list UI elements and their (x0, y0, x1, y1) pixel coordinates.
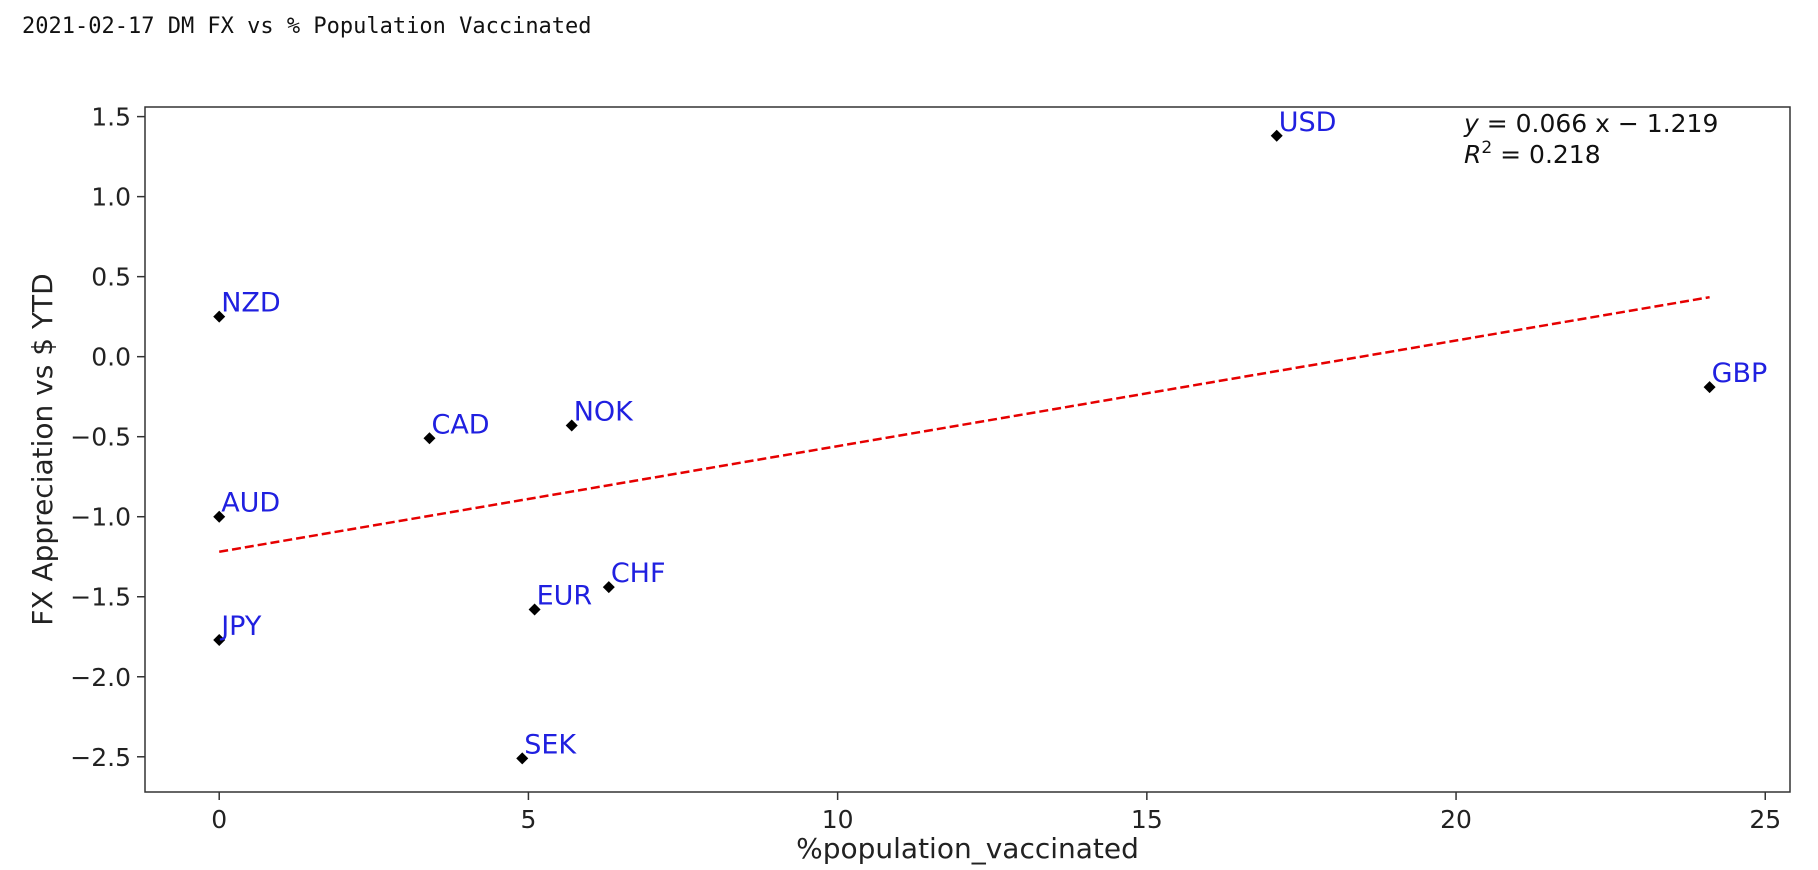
r-squared-rhs: = 0.218 (1492, 140, 1600, 169)
data-point-aud (213, 510, 226, 523)
y-tick-label: 0.5 (91, 263, 131, 292)
fit-equation-rhs: = 0.066 x − 1.219 (1479, 109, 1719, 138)
y-axis-title: FX Appreciation vs $ YTD (26, 273, 59, 625)
y-tick-label: −1.0 (70, 503, 131, 532)
fit-equation-lhs: y (1463, 109, 1480, 138)
regression-line (219, 295, 1710, 554)
data-point-jpy (213, 633, 226, 646)
data-point-gbp (1703, 381, 1716, 394)
y-tick-label: −2.0 (70, 663, 131, 692)
r-squared-lhs: R (1464, 140, 1481, 169)
x-tick-label: 25 (1749, 805, 1781, 834)
data-point-eur (528, 603, 541, 616)
x-tick-label: 20 (1440, 805, 1472, 834)
r-squared-text: R2 = 0.218 (1464, 138, 1601, 169)
x-tick-label: 10 (822, 805, 854, 834)
data-point-nzd (213, 310, 226, 323)
x-tick-label: 15 (1131, 805, 1163, 834)
axes-layer: 0 5 10 15 20 25 1.5 1.0 0.5 0.0 −0.5 −1.0 −1.5 −2.0 −2… (70, 103, 1791, 834)
x-axis-title: %population_vaccinated (796, 832, 1139, 865)
point-label-eur: EUR (537, 581, 593, 612)
data-point-nok (565, 419, 578, 432)
point-label-nok: NOK (574, 396, 634, 427)
plot-frame (144, 106, 1791, 793)
data-point-chf (602, 581, 615, 594)
point-label-usd: USD (1279, 107, 1337, 138)
y-tick-label: 0.0 (91, 343, 131, 372)
r-squared-superscript: 2 (1481, 138, 1492, 158)
point-label-aud: AUD (221, 488, 280, 519)
point-label-chf: CHF (611, 558, 666, 589)
y-tick-label: 1.0 (91, 183, 131, 212)
data-points-layer: USD NZD GBP NOK CAD AUD CHF EUR JPY SEK (213, 107, 1767, 765)
x-tick-label: 0 (211, 805, 227, 834)
page-title: 2021-02-17 DM FX vs % Population Vaccina… (22, 14, 592, 39)
point-label-jpy: JPY (219, 611, 262, 642)
data-point-usd (1270, 129, 1283, 142)
x-tick-label: 5 (520, 805, 536, 834)
y-tick-label: 1.5 (91, 103, 131, 132)
point-label-gbp: GBP (1712, 358, 1768, 389)
point-label-nzd: NZD (221, 288, 280, 319)
data-point-cad (423, 432, 436, 445)
y-tick-label: −1.5 (70, 583, 131, 612)
fit-line-layer (219, 295, 1710, 554)
point-label-sek: SEK (524, 729, 577, 760)
point-label-cad: CAD (431, 409, 489, 440)
y-tick-label: −0.5 (70, 423, 131, 452)
fit-equation: y = 0.066 x − 1.219 (1463, 109, 1718, 138)
y-tick-label: −2.5 (70, 743, 131, 772)
data-point-sek (516, 752, 529, 765)
